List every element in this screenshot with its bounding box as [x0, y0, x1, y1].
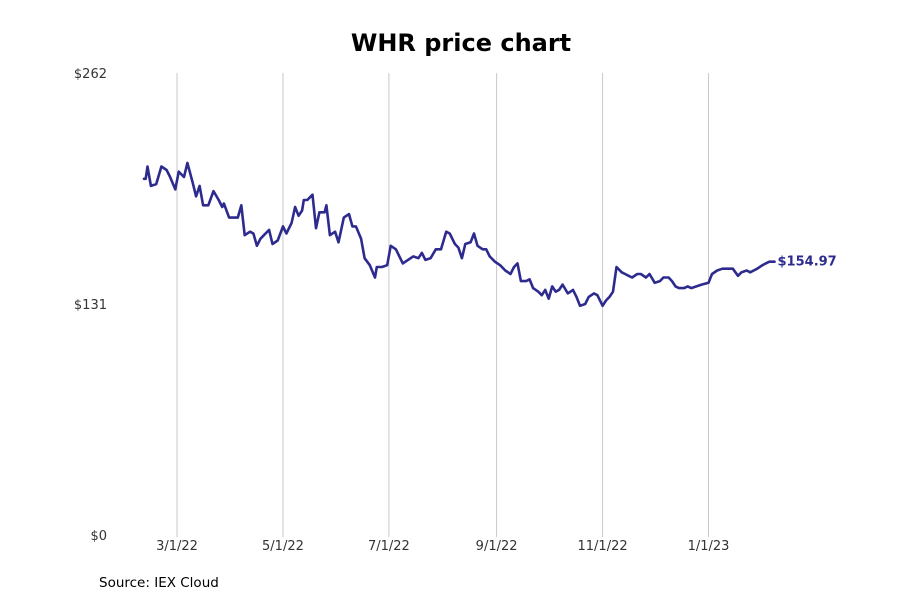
- last-price-label: $154.97: [778, 255, 837, 270]
- vertical-gridlines: [176, 73, 710, 537]
- source-note: Source: IEX Cloud: [99, 575, 219, 591]
- y-axis-ticks: $0 $131 $262: [74, 67, 107, 544]
- x-tick-label: 7/1/22: [368, 539, 410, 554]
- y-tick-label: $262: [74, 67, 107, 82]
- y-tick-label: $0: [90, 529, 107, 544]
- x-tick-label: 11/1/22: [578, 539, 628, 554]
- x-axis-ticks: 3/1/22 5/1/22 7/1/22 9/1/22 11/1/22 1/1/23: [156, 539, 729, 554]
- y-tick-label: $131: [74, 298, 107, 313]
- chart-title: WHR price chart: [351, 29, 571, 57]
- x-tick-label: 1/1/23: [688, 539, 730, 554]
- x-tick-label: 3/1/22: [156, 539, 198, 554]
- x-tick-label: 9/1/22: [476, 539, 518, 554]
- price-series-line: [142, 161, 776, 308]
- x-tick-label: 5/1/22: [262, 539, 304, 554]
